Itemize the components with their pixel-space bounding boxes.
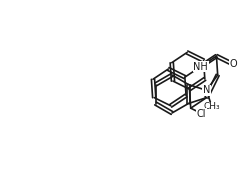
Text: N: N (203, 85, 210, 95)
Text: Cl: Cl (197, 109, 206, 119)
Text: O: O (230, 59, 237, 69)
Text: CH₃: CH₃ (203, 102, 220, 111)
Text: NH: NH (193, 62, 208, 72)
